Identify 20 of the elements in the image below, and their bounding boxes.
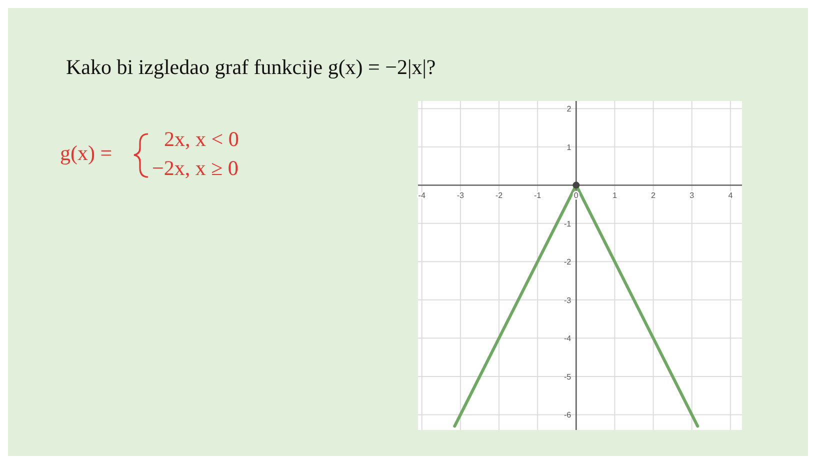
chart-title: Kako bi izgledao graf funkcije g(x) = −2|x|? [66,55,436,79]
x-tick-label: 2 [651,191,656,200]
x-tick-label: 1 [612,191,618,200]
y-tick-label: -6 [564,410,572,420]
y-tick-label: -1 [564,219,572,228]
x-tick-label: 3 [690,191,695,200]
text: 2x, x < 0 [164,127,239,151]
y-tick-label: -3 [564,296,572,305]
x-tick-label: -2 [495,191,504,200]
x-tick-label: -3 [456,191,465,200]
x-tick-label: -4 [418,191,426,200]
text: g(x) = [60,141,112,165]
x-tick-label: -1 [534,191,542,200]
y-tick-label: 2 [566,104,572,114]
text: −2x, x ≥ 0 [152,156,238,180]
y-tick-label: -5 [564,372,572,382]
y-tick-label: 1 [566,142,572,152]
x-tick-label: 4 [728,191,734,200]
y-tick-label: -4 [564,334,572,344]
y-tick-label: -2 [564,258,572,267]
